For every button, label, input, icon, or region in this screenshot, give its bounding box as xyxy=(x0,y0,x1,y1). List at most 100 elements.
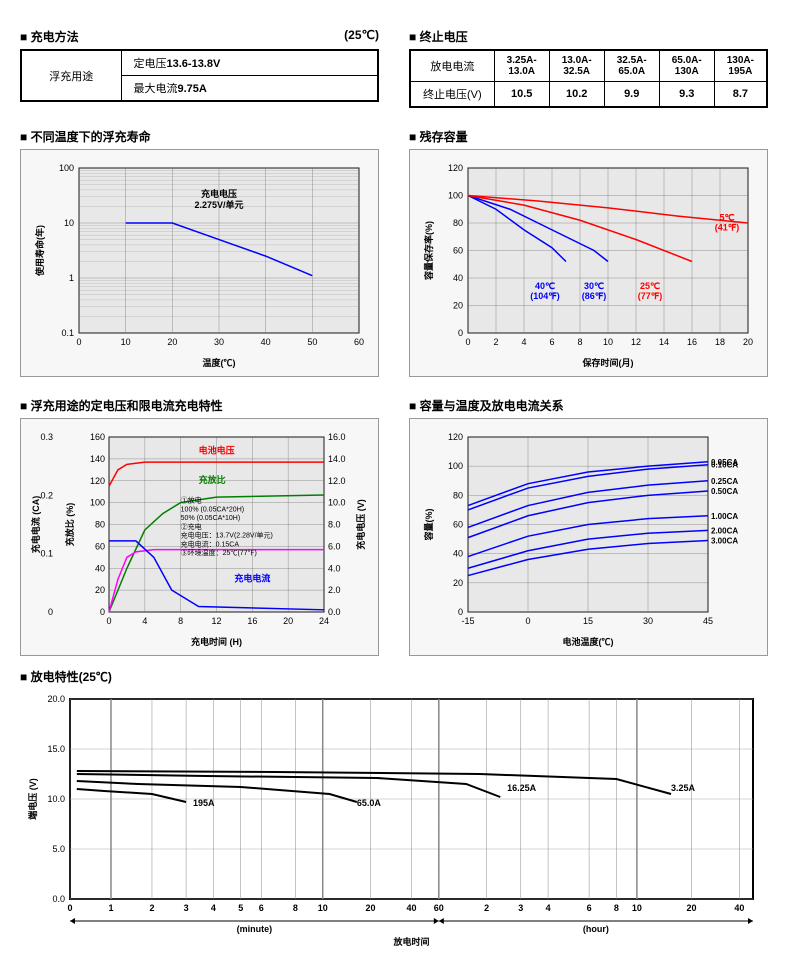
svg-text:30: 30 xyxy=(643,616,653,626)
svg-text:放电时间: 放电时间 xyxy=(392,936,429,947)
chart5-title: ■ 放电特性(25℃) xyxy=(20,668,768,685)
svg-text:60: 60 xyxy=(95,541,105,551)
svg-text:40℃: 40℃ xyxy=(535,281,555,291)
svg-text:100: 100 xyxy=(90,498,105,508)
svg-text:15.0: 15.0 xyxy=(47,744,65,754)
svg-text:45: 45 xyxy=(703,616,713,626)
svg-text:0.25CA: 0.25CA xyxy=(711,477,738,486)
svg-text:容量保存率(%): 容量保存率(%) xyxy=(423,221,434,281)
svg-text:14.0: 14.0 xyxy=(328,454,346,464)
chart5-box: 0.05.010.015.020.00123456810204060234681… xyxy=(20,689,768,949)
svg-text:充电电流 (CA): 充电电流 (CA) xyxy=(30,496,41,554)
chart1-svg: 01020304050600.1110100温度(℃)使用寿命(年)充电电压2.… xyxy=(29,158,369,368)
svg-text:0.10CA: 0.10CA xyxy=(711,461,738,470)
svg-text:5: 5 xyxy=(238,903,243,913)
chart2-box: 0246810121416182002040608010012040℃(104℉… xyxy=(409,149,768,377)
svg-text:4: 4 xyxy=(211,903,216,913)
svg-text:0: 0 xyxy=(465,337,470,347)
chart4-box: -1501530450204060801001200.05CA0.10CA0.2… xyxy=(409,418,768,656)
svg-text:24: 24 xyxy=(319,616,329,626)
svg-text:温度(℃): 温度(℃) xyxy=(203,357,236,368)
svg-text:3.25A: 3.25A xyxy=(671,783,696,793)
svg-text:20: 20 xyxy=(283,616,293,626)
svg-text:65.0A: 65.0A xyxy=(357,798,382,808)
svg-text:5℃: 5℃ xyxy=(719,212,734,222)
svg-text:4: 4 xyxy=(546,903,551,913)
svg-text:5.0: 5.0 xyxy=(52,844,65,854)
svg-text:40: 40 xyxy=(453,549,463,559)
chart1-title: ■ 不同温度下的浮充寿命 xyxy=(20,128,379,145)
chart3-svg: 048121620240204060801001201401600.02.04.… xyxy=(29,427,369,647)
svg-text:18: 18 xyxy=(715,337,725,347)
chart4-title: ■ 容量与温度及放电电流关系 xyxy=(409,397,768,414)
svg-text:8: 8 xyxy=(577,337,582,347)
svg-text:(hour): (hour) xyxy=(583,924,609,934)
svg-text:充电时间 (H): 充电时间 (H) xyxy=(191,636,242,647)
svg-text:25℃: 25℃ xyxy=(640,281,660,291)
svg-text:10: 10 xyxy=(632,903,642,913)
svg-text:4: 4 xyxy=(521,337,526,347)
svg-text:8.0: 8.0 xyxy=(328,520,341,530)
svg-text:③环境温度：25℃(77℉): ③环境温度：25℃(77℉) xyxy=(181,548,257,557)
svg-text:0.1: 0.1 xyxy=(40,549,53,559)
svg-text:(minute): (minute) xyxy=(237,924,273,934)
svg-text:充电电压: 充电电压 xyxy=(201,188,237,199)
svg-text:15: 15 xyxy=(583,616,593,626)
svg-text:0: 0 xyxy=(525,616,530,626)
svg-text:40: 40 xyxy=(406,903,416,913)
chart2-svg: 0246810121416182002040608010012040℃(104℉… xyxy=(418,158,758,368)
svg-text:195A: 195A xyxy=(193,798,215,808)
svg-text:10: 10 xyxy=(603,337,613,347)
svg-text:120: 120 xyxy=(448,432,463,442)
svg-text:使用寿命(年): 使用寿命(年) xyxy=(34,225,45,277)
svg-text:100: 100 xyxy=(448,191,463,201)
svg-text:8: 8 xyxy=(614,903,619,913)
chart3-box: 048121620240204060801001201401600.02.04.… xyxy=(20,418,379,656)
svg-text:60: 60 xyxy=(453,246,463,256)
charging-table: 浮充用途 定电压13.6-13.8V 最大电流9.75A xyxy=(20,49,379,102)
svg-text:12: 12 xyxy=(631,337,641,347)
svg-text:100: 100 xyxy=(59,163,74,173)
svg-text:2.275V/单元: 2.275V/单元 xyxy=(194,199,243,210)
svg-text:保存时间(月): 保存时间(月) xyxy=(582,357,634,368)
svg-text:80: 80 xyxy=(453,490,463,500)
svg-text:6.0: 6.0 xyxy=(328,541,341,551)
svg-text:100% (0.05CA*20H): 100% (0.05CA*20H) xyxy=(181,506,244,513)
svg-text:2.0: 2.0 xyxy=(328,585,341,595)
svg-text:40: 40 xyxy=(734,903,744,913)
svg-text:3.00CA: 3.00CA xyxy=(711,537,738,546)
svg-text:100: 100 xyxy=(448,461,463,471)
svg-text:120: 120 xyxy=(90,476,105,486)
svg-text:端电压 (V): 端电压 (V) xyxy=(27,778,38,820)
svg-text:20: 20 xyxy=(687,903,697,913)
svg-text:2: 2 xyxy=(493,337,498,347)
svg-text:①放电: ①放电 xyxy=(181,496,202,505)
svg-text:-15: -15 xyxy=(461,616,474,626)
svg-text:80: 80 xyxy=(95,520,105,530)
svg-text:(86℉): (86℉) xyxy=(582,291,607,301)
svg-text:0.50CA: 0.50CA xyxy=(711,487,738,496)
chart3-title: ■ 浮充用途的定电压和限电流充电特性 xyxy=(20,397,379,414)
svg-text:12.0: 12.0 xyxy=(328,476,346,486)
svg-text:0: 0 xyxy=(76,337,81,347)
svg-text:6: 6 xyxy=(549,337,554,347)
svg-text:60: 60 xyxy=(453,520,463,530)
svg-text:充电电压：13.7V(2.28V/单元): 充电电压：13.7V(2.28V/单元) xyxy=(181,531,273,540)
svg-text:②充电: ②充电 xyxy=(181,522,202,531)
svg-text:0.0: 0.0 xyxy=(52,894,65,904)
svg-text:0.0: 0.0 xyxy=(328,607,341,617)
svg-text:2.00CA: 2.00CA xyxy=(711,526,738,535)
svg-text:1: 1 xyxy=(69,273,74,283)
chart5-svg: 0.05.010.015.020.00123456810204060234681… xyxy=(20,689,768,949)
svg-text:8: 8 xyxy=(293,903,298,913)
svg-text:0.1: 0.1 xyxy=(61,328,74,338)
svg-text:20: 20 xyxy=(453,301,463,311)
svg-text:0: 0 xyxy=(100,607,105,617)
svg-text:0: 0 xyxy=(458,607,463,617)
svg-text:40: 40 xyxy=(95,563,105,573)
svg-text:6: 6 xyxy=(587,903,592,913)
svg-text:充放比 (%): 充放比 (%) xyxy=(64,503,75,547)
svg-text:4: 4 xyxy=(142,616,147,626)
svg-text:(41℉): (41℉) xyxy=(715,222,740,232)
svg-text:1.00CA: 1.00CA xyxy=(711,512,738,521)
